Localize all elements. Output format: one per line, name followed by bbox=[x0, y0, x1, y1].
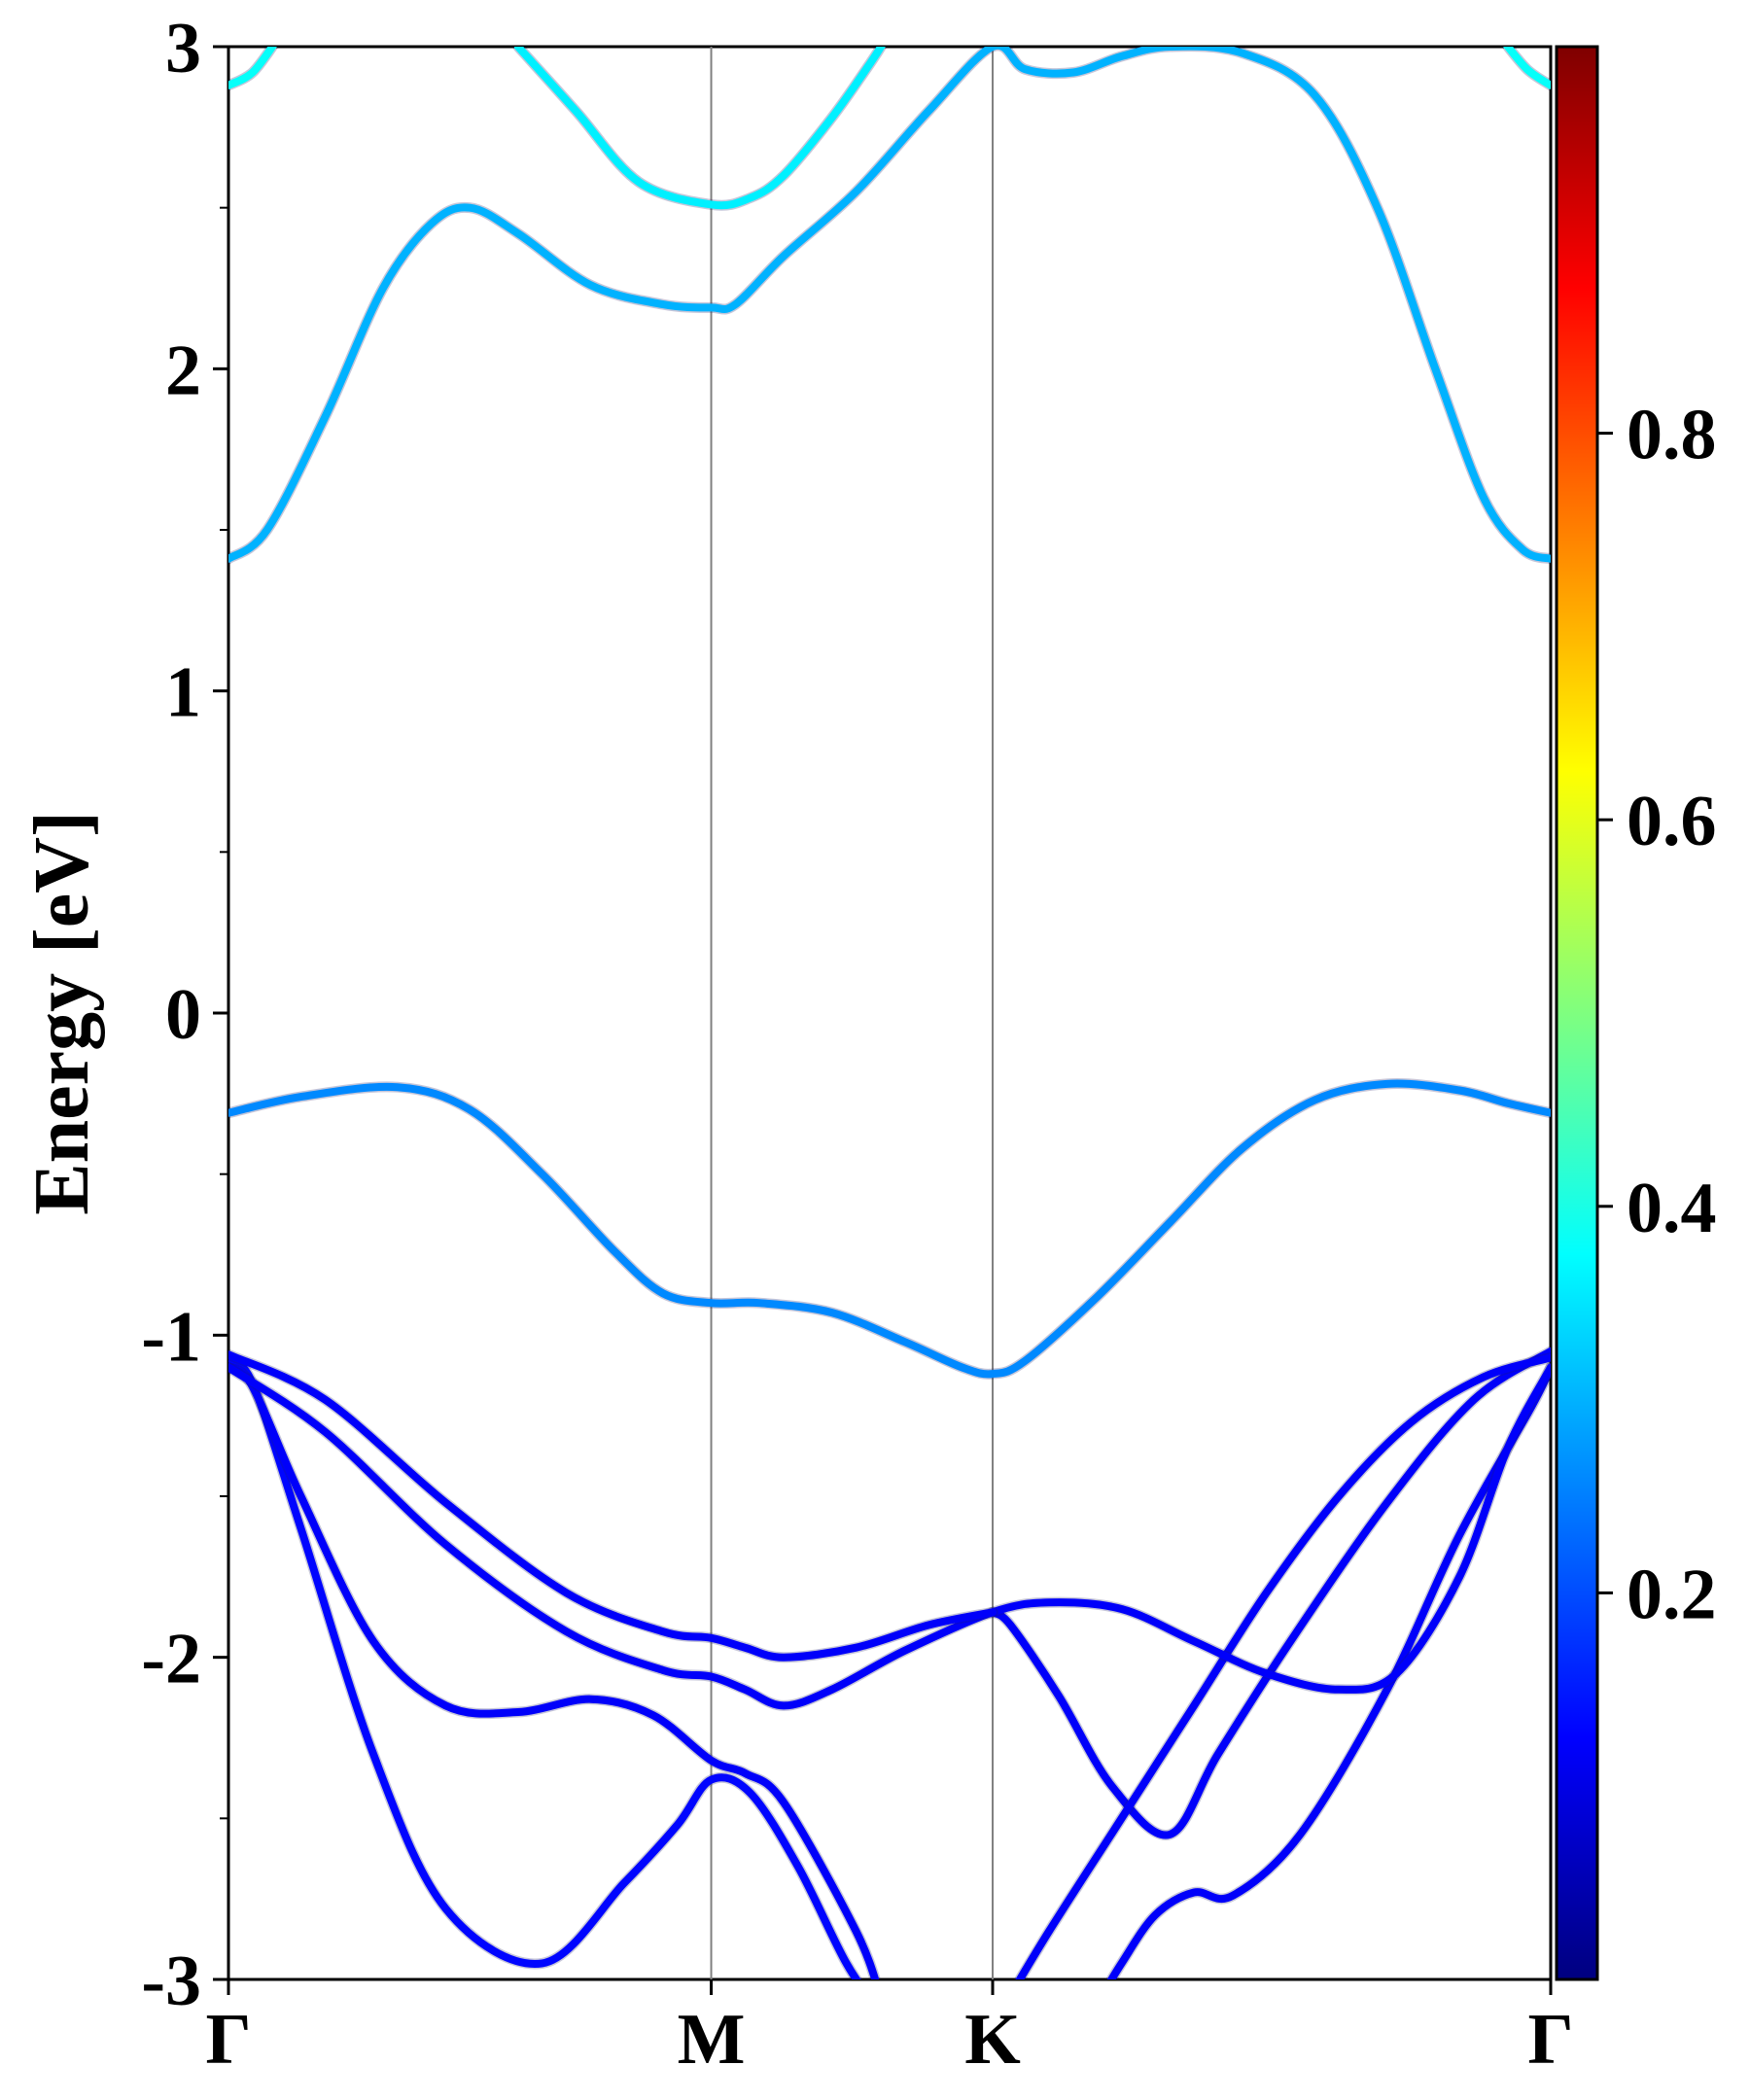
bands bbox=[228, 47, 1551, 1979]
x-tick-label: Γ bbox=[1527, 2000, 1573, 2080]
band-c3 bbox=[228, 47, 277, 89]
colorbar: 0.2 0.4 0.6 0.8 bbox=[1555, 45, 1717, 1981]
colorbar-tick-label: 0.6 bbox=[1627, 782, 1717, 861]
band-v4a bbox=[228, 1356, 861, 1979]
band-c4 bbox=[1502, 47, 1551, 89]
band-v3b bbox=[989, 1347, 1551, 1839]
high-symmetry-lines bbox=[710, 47, 995, 1979]
band-v3 bbox=[228, 1363, 880, 1979]
band-top-valence bbox=[228, 1079, 1551, 1379]
band-top-valence-outline bbox=[228, 1078, 1551, 1380]
band-v2 bbox=[228, 1363, 1551, 1710]
band-c1 bbox=[228, 47, 1551, 563]
y-tick-label: 3 bbox=[165, 9, 201, 88]
band-c2 bbox=[513, 47, 886, 210]
x-tick-label: M bbox=[678, 2000, 746, 2080]
plot-area: -3 -2 -1 0 1 2 3 Γ M K Γ bbox=[141, 9, 1573, 2080]
colorbar-tick-label: 0.8 bbox=[1627, 396, 1717, 475]
y-tick-label: 0 bbox=[165, 975, 201, 1055]
band-v1 bbox=[228, 1350, 997, 1662]
colorbar-ticks: 0.2 0.4 0.6 0.8 bbox=[1597, 396, 1717, 1634]
band-c1-outline bbox=[228, 47, 1551, 565]
band-v3-outline bbox=[228, 1362, 881, 1979]
colorbar-gradient bbox=[1555, 45, 1599, 1981]
y-tick-label: -1 bbox=[141, 1297, 201, 1377]
y-tick-label: 1 bbox=[165, 653, 201, 733]
colorbar-tick-label: 0.2 bbox=[1627, 1555, 1717, 1634]
y-tick-label: 2 bbox=[165, 331, 201, 410]
band-v3c-outline bbox=[1013, 1352, 1551, 1979]
x-tick-label: Γ bbox=[205, 2000, 251, 2080]
colorbar-tick-label: 0.4 bbox=[1627, 1169, 1717, 1248]
band-v3c bbox=[1015, 1353, 1551, 1979]
y-tick-label: -3 bbox=[141, 1942, 201, 2021]
y-tick-label: -2 bbox=[141, 1620, 201, 1699]
y-axis-title: Energy [eV] bbox=[19, 811, 105, 1214]
y-axis-ticks: -3 -2 -1 0 1 2 3 bbox=[141, 9, 228, 2021]
x-tick-label: K bbox=[964, 2000, 1021, 2080]
band-v4a-outline bbox=[228, 1355, 863, 1979]
